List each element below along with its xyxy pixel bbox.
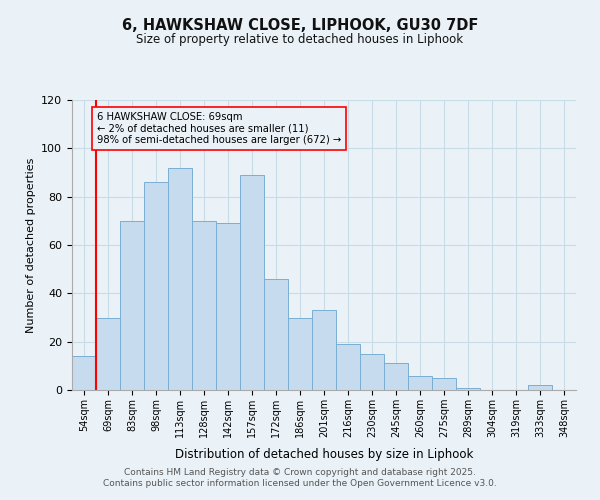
Bar	[264, 279, 288, 390]
Bar	[432, 378, 456, 390]
Bar	[96, 318, 120, 390]
Bar	[312, 310, 336, 390]
Bar	[360, 354, 384, 390]
Bar	[144, 182, 168, 390]
Bar	[384, 364, 408, 390]
Bar	[192, 221, 216, 390]
Bar	[216, 223, 240, 390]
Bar	[528, 385, 552, 390]
Bar	[240, 175, 264, 390]
Bar	[408, 376, 432, 390]
Text: Contains HM Land Registry data © Crown copyright and database right 2025.
Contai: Contains HM Land Registry data © Crown c…	[103, 468, 497, 487]
Bar	[72, 356, 96, 390]
Text: Size of property relative to detached houses in Liphook: Size of property relative to detached ho…	[136, 32, 464, 46]
Bar	[456, 388, 480, 390]
Bar	[168, 168, 192, 390]
Bar	[120, 221, 144, 390]
Y-axis label: Number of detached properties: Number of detached properties	[26, 158, 35, 332]
X-axis label: Distribution of detached houses by size in Liphook: Distribution of detached houses by size …	[175, 448, 473, 461]
Text: 6, HAWKSHAW CLOSE, LIPHOOK, GU30 7DF: 6, HAWKSHAW CLOSE, LIPHOOK, GU30 7DF	[122, 18, 478, 32]
Text: 6 HAWKSHAW CLOSE: 69sqm
← 2% of detached houses are smaller (11)
98% of semi-det: 6 HAWKSHAW CLOSE: 69sqm ← 2% of detached…	[97, 112, 341, 146]
Bar	[336, 344, 360, 390]
Bar	[288, 318, 312, 390]
